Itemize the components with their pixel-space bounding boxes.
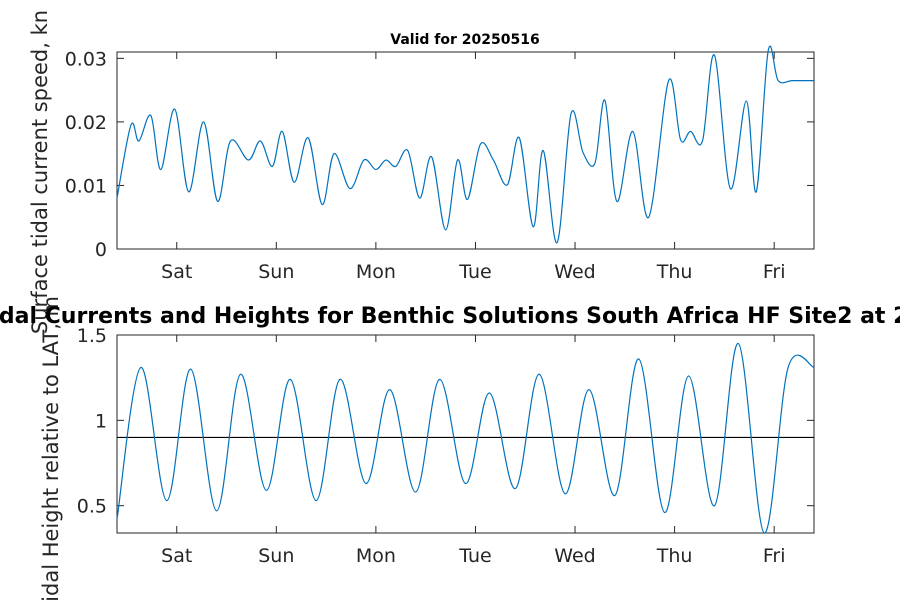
top-panel: Sat Sun Mon Tue Wed Thu Fri 0 0.01 0.02 0.03 Valid… — [28, 10, 815, 334]
top-y-tick-label: 0.02 — [65, 112, 107, 134]
top-y-tick-label: 0.01 — [65, 175, 107, 197]
top-y-axis-label: Surface tidal current speed, kn — [28, 10, 52, 334]
top-x-tick-label: Sun — [258, 261, 294, 283]
bottom-x-tick-label: Tue — [458, 545, 491, 567]
bottom-y-tick-label: 0.5 — [77, 496, 107, 518]
bottom-x-tick-label: Sat — [161, 545, 192, 567]
top-x-tick-label: Wed — [554, 261, 595, 283]
top-x-tick-label: Thu — [656, 261, 693, 283]
bottom-y-tick-label: 1 — [95, 410, 107, 432]
top-y-tick-label: 0.03 — [65, 48, 107, 70]
top-x-tick-label: Fri — [763, 261, 786, 283]
top-x-tick-label: Tue — [458, 261, 491, 283]
top-chart-title: Valid for 20250516 — [390, 32, 539, 48]
top-x-tick-label: Mon — [356, 261, 396, 283]
top-series-line — [116, 45, 814, 244]
bottom-x-tick-label: Sun — [258, 545, 294, 567]
bottom-x-tick-label: Mon — [356, 545, 396, 567]
bottom-axes-box — [116, 334, 815, 534]
bottom-x-tick-label: Thu — [656, 545, 693, 567]
figure-title: Tidal Currents and Heights for Benthic S… — [0, 304, 900, 329]
top-ticks: Sat Sun Mon Tue Wed Thu Fri 0 0.01 0.02 0.03 — [65, 48, 814, 283]
bottom-panel: Sat Sun Mon Tue Wed Thu Fri 0.5 1 1.5 Tidal Heigh… — [39, 296, 815, 600]
bottom-series-line — [116, 342, 815, 534]
top-y-tick-label: 0 — [95, 239, 107, 261]
bottom-ticks: Sat Sun Mon Tue Wed Thu Fri 0.5 1 1.5 — [77, 325, 814, 567]
bottom-x-tick-label: Wed — [554, 545, 595, 567]
bottom-y-axis-label: Tidal Height relative to LAT, m — [39, 296, 63, 600]
bottom-x-tick-label: Fri — [763, 545, 786, 567]
top-x-tick-label: Sat — [161, 261, 192, 283]
top-axes-box — [116, 51, 815, 250]
bottom-y-tick-label: 1.5 — [77, 325, 107, 347]
